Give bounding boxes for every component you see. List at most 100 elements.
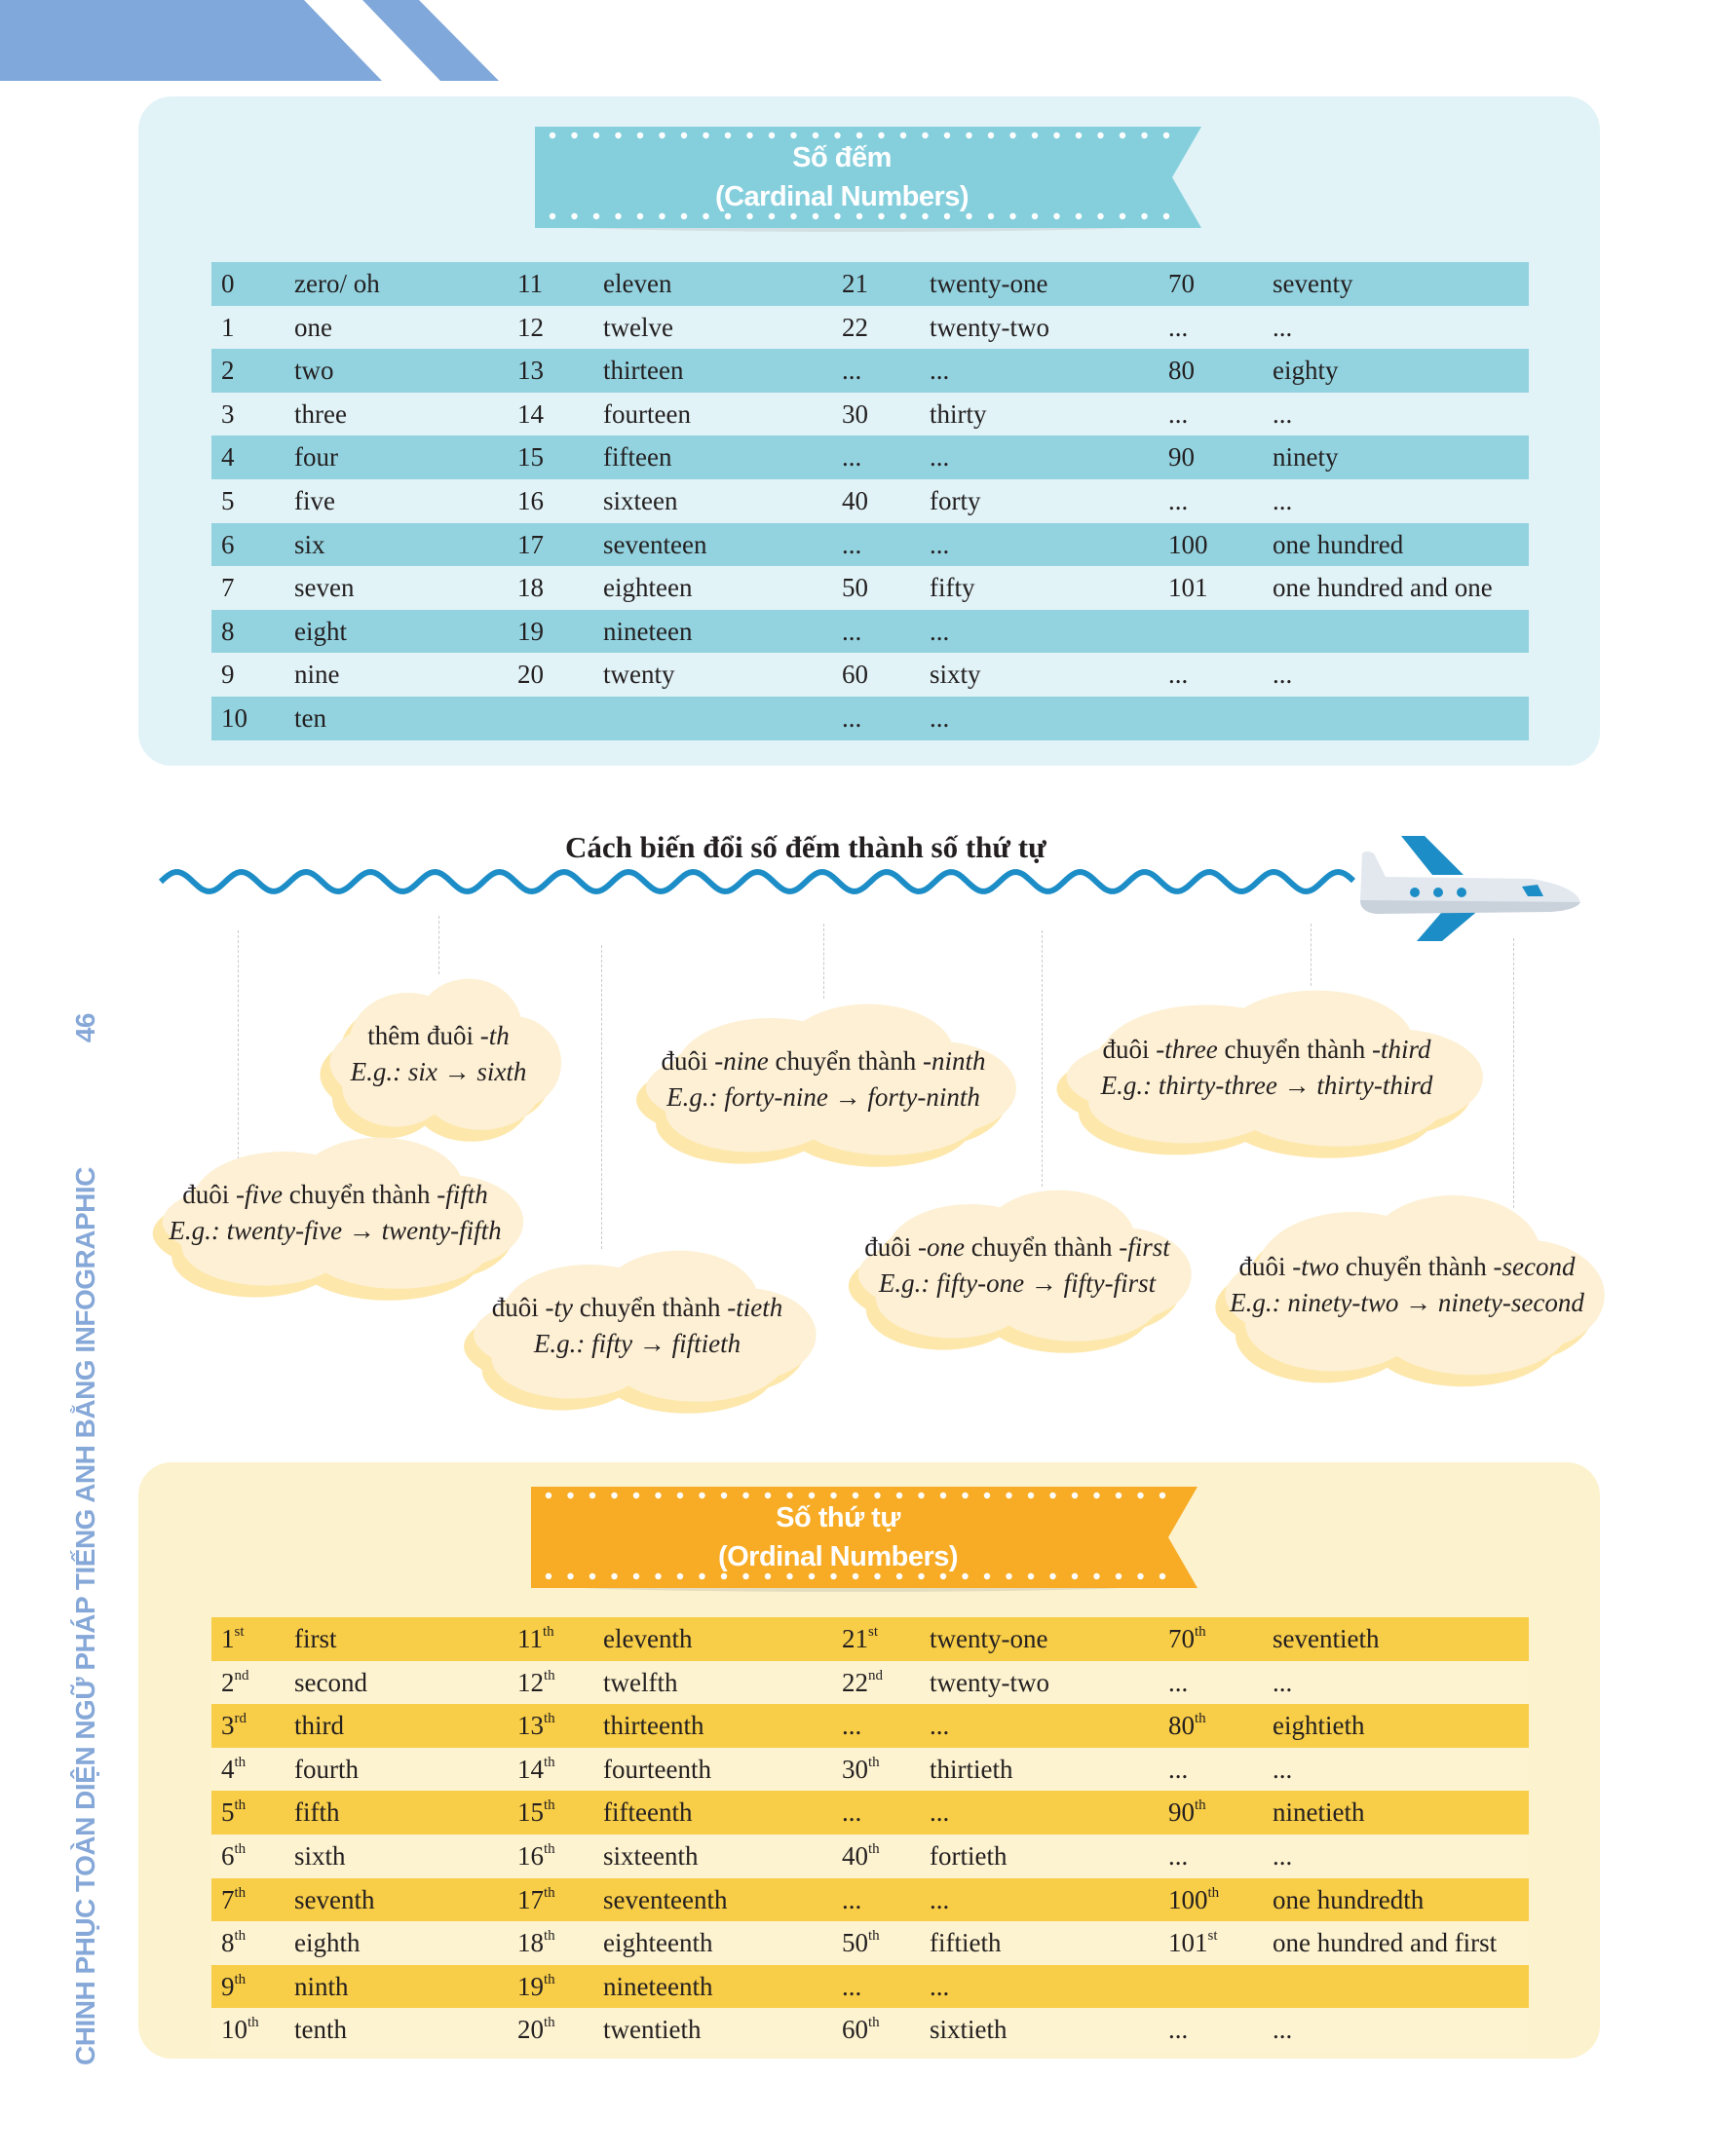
ribbon-dot	[768, 212, 776, 220]
cell-word: ...	[930, 529, 950, 559]
side-title-bar: CHINH PHỤC TOÀN DIỆN NGỮ PHÁP TIẾNG ANH …	[70, 1013, 101, 2065]
ribbon-dot	[918, 1572, 925, 1580]
ribbon-dot	[856, 132, 863, 139]
ribbon-dot	[812, 212, 819, 220]
ribbon-dot	[545, 1572, 552, 1580]
cell-word: eleven	[603, 269, 672, 298]
hanging-string	[601, 945, 602, 1249]
ribbon-dot	[1027, 1492, 1035, 1499]
ordinal-number: 9	[221, 1971, 235, 2001]
cell-number: ...	[842, 442, 862, 473]
cloud-shape	[320, 978, 561, 1142]
cell-word: ...	[1273, 1840, 1293, 1871]
table-row: 2 two 13 thirteen...... 80 eighty	[211, 349, 1529, 393]
ordinal-number: ...	[842, 1797, 862, 1828]
ribbon-dot	[680, 212, 688, 220]
rule-to-suffix: -first	[1119, 1232, 1170, 1262]
table-row: 2nd second 12th twelfth 22nd twenty-two......	[211, 1660, 1529, 1705]
cell-word: fifteen	[603, 442, 672, 473]
ordinal-number: 5	[221, 1797, 235, 1828]
cell-word: eighteenth	[603, 1928, 713, 1958]
ribbon-dot	[1027, 1572, 1035, 1580]
ordinal-number: ...	[842, 1971, 862, 2001]
cell-word: nine	[294, 660, 340, 690]
cell-number: 5	[221, 485, 235, 515]
cell-word: forty	[930, 485, 981, 515]
ribbon-dot	[1009, 132, 1016, 139]
hanging-string	[823, 924, 824, 999]
ribbon-dot	[1075, 132, 1083, 139]
cell-number: 1	[221, 312, 235, 342]
ribbon-dot	[567, 1492, 574, 1499]
ribbon-dot	[922, 212, 929, 220]
rule-prefix: đuôi	[1238, 1252, 1293, 1281]
ordinal-number: 15	[517, 1797, 544, 1828]
cell-number: 30	[842, 398, 868, 429]
cell-word: fifteenth	[603, 1797, 693, 1828]
cell-word: second	[294, 1667, 367, 1697]
cell-number: 5th	[221, 1791, 246, 1834]
ribbon-dot	[615, 212, 622, 220]
cell-word: nineteen	[603, 616, 693, 646]
cell-number: 0	[221, 269, 235, 298]
cell-word: eighteen	[603, 573, 693, 603]
ribbon-dot	[1031, 132, 1039, 139]
ordinal-number: 16	[517, 1840, 544, 1871]
cell-number: 90	[1168, 442, 1195, 473]
ribbon-dot	[830, 1572, 837, 1580]
ordinal-suffix: th	[544, 1971, 555, 1987]
ordinal-suffix: st	[1207, 1928, 1218, 1945]
cell-number: 10	[221, 702, 247, 733]
cloud-shape	[636, 1003, 1016, 1167]
ribbon-dot	[724, 212, 732, 220]
cell-number: 22	[842, 312, 868, 342]
ordinal-suffix: th	[544, 1711, 555, 1727]
ordinal-banner: Số thứ tự (Ordinal Numbers)	[531, 1487, 1198, 1592]
ordinal-number: 4	[221, 1754, 235, 1784]
cell-word: ...	[1273, 660, 1293, 690]
ribbon-dot	[720, 1492, 728, 1499]
ribbon-dot	[943, 212, 951, 220]
rule-text: thêm đuôi -th	[317, 1018, 560, 1054]
table-row: 8th eighth 18th eighteenth 50th fiftieth 101st…	[211, 1921, 1529, 1965]
ribbon-dot	[1097, 212, 1104, 220]
ordinal-suffix: th	[1207, 1884, 1220, 1901]
ribbon-dot	[983, 1492, 991, 1499]
cell-word: fourteenth	[603, 1754, 711, 1784]
ribbon-dot	[899, 212, 907, 220]
ribbon-dot	[567, 1572, 574, 1580]
ordinal-suffix: th	[234, 1797, 247, 1814]
cardinal-table: 0 zero/ oh 11 eleven 21 twenty-one 70 seventy 1 o…	[211, 262, 1529, 740]
ribbon-dot	[592, 132, 600, 139]
ribbon-dot	[592, 212, 600, 220]
ribbon-dot	[699, 1572, 705, 1580]
ribbon-dot	[790, 212, 797, 220]
ordinal-number: 13	[517, 1711, 544, 1741]
ribbon-dot	[856, 212, 863, 220]
cell-word: sixth	[294, 1840, 346, 1871]
ordinal-number: 22	[842, 1667, 868, 1697]
cell-number: 60	[842, 660, 868, 690]
ordinal-suffix: st	[868, 1624, 879, 1640]
table-row: 10th tenth 20th twentieth 60th sixtieth......	[211, 2008, 1529, 2052]
ribbon-dot	[1137, 1572, 1144, 1580]
cell-word: seventh	[294, 1884, 375, 1914]
rule-example: E.g.: fifty → fiftieth	[533, 1329, 741, 1358]
ordinal-number: ...	[1168, 1754, 1189, 1784]
ordinal-suffix: nd	[234, 1667, 249, 1683]
cell-word: ...	[930, 702, 950, 733]
table-row: 9 nine 20 twenty 60 sixty......	[211, 653, 1529, 697]
ordinal-suffix: rd	[234, 1711, 247, 1727]
cell-word: sixtieth	[930, 2015, 1008, 2045]
hanging-string	[438, 916, 439, 974]
ribbon-dot	[943, 132, 951, 139]
ordinal-suffix: th	[868, 1754, 880, 1770]
cell-word: ninety	[1273, 442, 1339, 473]
ribbon-dot	[1093, 1492, 1100, 1499]
ribbon-dot	[659, 212, 665, 220]
ribbon-dot	[939, 1492, 947, 1499]
ordinal-suffix: th	[544, 1797, 555, 1814]
rule-text: đuôi -one chuyển thành -first	[842, 1229, 1193, 1266]
cell-word: zero/ oh	[294, 269, 380, 298]
cell-word: one hundredth	[1273, 1884, 1425, 1914]
